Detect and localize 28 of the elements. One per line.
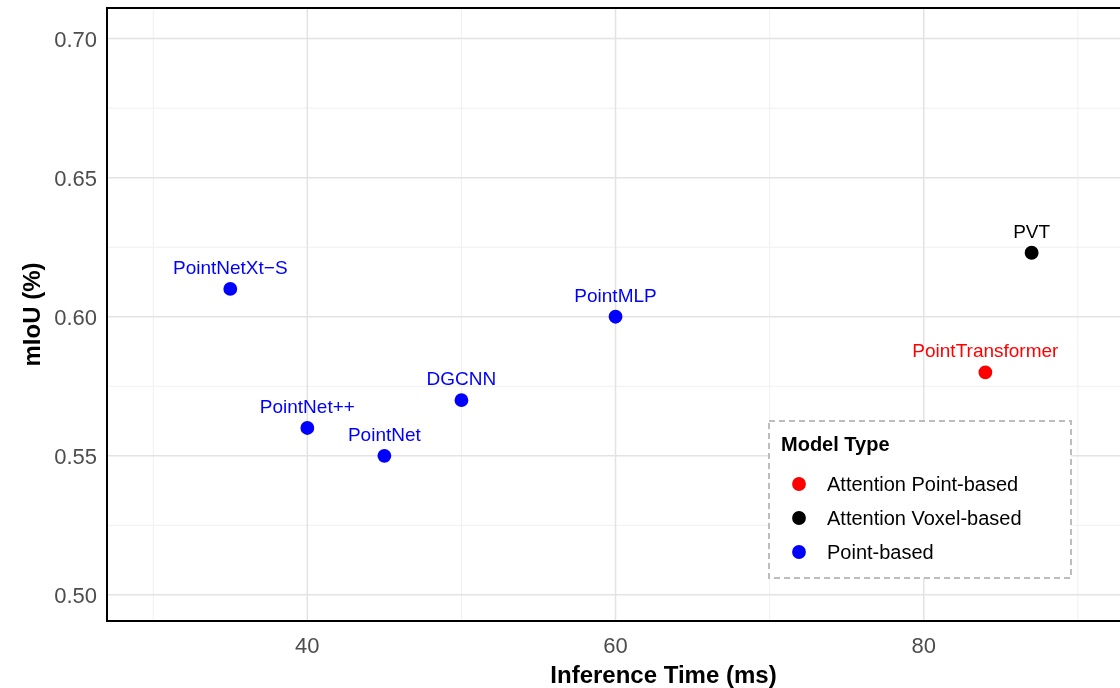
point <box>978 365 993 380</box>
x-axis-title: Inference Time (ms) <box>550 661 777 688</box>
x-tick-label: 80 <box>911 633 936 658</box>
annotation: PointNetXt−S <box>172 256 288 278</box>
y-tick-label: 0.55 <box>54 443 97 469</box>
y-tick-label: 0.50 <box>54 582 97 608</box>
point <box>608 309 623 324</box>
y-axis-title: mIoU (%) <box>18 262 45 367</box>
x-tick-label: 40 <box>295 633 320 658</box>
point <box>1024 245 1039 260</box>
point <box>300 421 315 435</box>
annotation: DGCNN <box>426 368 497 390</box>
legend-title: Model Type <box>781 433 890 455</box>
annotation: PointNet <box>347 423 422 445</box>
point <box>454 393 469 408</box>
annotation: PointMLP <box>574 284 657 306</box>
legend-label: Attention Voxel-based <box>827 507 1022 529</box>
annotation: PointNet++ <box>259 395 355 417</box>
legend-label: Attention Point-based <box>827 473 1019 495</box>
point <box>223 282 238 296</box>
point <box>377 448 392 463</box>
x-tick-label: 60 <box>603 633 628 658</box>
annotation: PointTransformer <box>912 340 1060 362</box>
annotation: PVT <box>1013 220 1051 242</box>
y-tick-label: 0.70 <box>54 26 97 52</box>
y-tick-label: 0.65 <box>54 165 97 191</box>
y-tick-label: 0.60 <box>54 304 97 330</box>
legend-label: Point-based <box>827 541 934 563</box>
